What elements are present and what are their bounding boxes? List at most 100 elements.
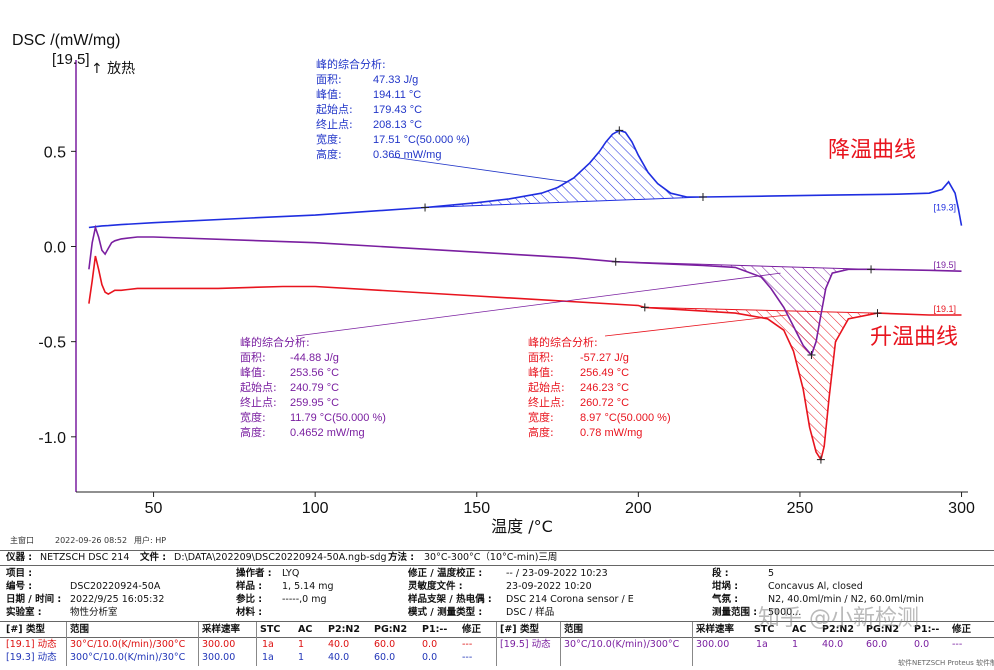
y-tick-label: -1.0	[38, 430, 66, 447]
exo-text: ↑ 放热	[91, 61, 135, 77]
y-tick-label: 0.0	[44, 240, 66, 257]
date-value: 2022/9/25 16:05:32	[70, 594, 165, 605]
peak-box-value: 240.79 °C	[290, 382, 339, 394]
leader-line	[604, 314, 788, 337]
seg-h-type-r: [#] 类型	[500, 624, 539, 635]
seg-cell: ---	[462, 652, 473, 663]
peak-box-key: 起始点:	[316, 102, 353, 116]
mode-value: DSC / 样品	[506, 607, 555, 618]
watermark: 知乎 @小新检测	[758, 606, 919, 631]
seg-h-pg-r: PG:N2	[866, 624, 900, 635]
seg-h-stc-r: STC	[754, 624, 775, 635]
seg-h-type: [#] 类型	[6, 624, 45, 635]
id-label: 编号 :	[6, 581, 33, 592]
leader-line	[295, 272, 781, 337]
x-tick-label: 50	[145, 500, 163, 517]
peak-box: 峰的综合分析: 面积: 47.33 J/g 峰值: 194.11 °C 起始点: 179.4…	[316, 57, 470, 161]
point-marker	[611, 257, 620, 266]
seg-cell: 0.0	[914, 639, 930, 650]
info-row-4: 实验室 : 物性分析室 材料 : 模式 / 测量类型 : DSC / 样品 测量…	[0, 606, 994, 620]
seg-h-range-r: 范围	[564, 624, 584, 635]
seg-h-corr-r: 修正	[952, 624, 972, 635]
seg-cell: 300.00	[696, 639, 730, 650]
seg-cell: [19.3] 动态	[6, 652, 57, 663]
mode-label: 模式 / 测量类型 :	[408, 607, 483, 618]
seg-cell: 0.0	[422, 652, 438, 663]
y-axis-label: DSC /(mW/mg)	[12, 32, 120, 49]
peak-box-key: 面积:	[316, 73, 342, 86]
seg-h-p2-r: P2:N2	[822, 624, 854, 635]
seg-cell: 300.00	[202, 652, 236, 663]
peak-box-value: 11.79 °C(50.000 %)	[290, 412, 386, 424]
seg-cell: 0.0	[422, 639, 438, 650]
peak-box-value: -57.27 J/g	[580, 352, 629, 364]
seg-h-ac-r: AC	[792, 624, 807, 635]
peak-box-value: 0.366 mW/mg	[373, 149, 441, 161]
peak-box-value: 259.95 °C	[290, 397, 339, 409]
segment-value: 5	[768, 568, 775, 579]
sample-label: 样品 :	[236, 581, 263, 592]
peak-box-value: 194.11 °C	[373, 89, 421, 101]
seg-h-pg: PG:N2	[374, 624, 408, 635]
seg-h-p2: P2:N2	[328, 624, 360, 635]
sample-value: 1, 5.14 mg	[282, 581, 334, 592]
footer-user: 用户: HP	[134, 535, 166, 545]
segment-label: 段 :	[712, 568, 729, 579]
seg-cell: 1a	[262, 639, 274, 650]
axes	[75, 60, 968, 493]
peak-box-key: 终止点:	[528, 395, 565, 409]
peak-box-value: 8.97 °C(50.000 %)	[580, 412, 671, 424]
x-tick-label: 250	[787, 500, 814, 517]
point-marker	[816, 455, 825, 464]
seg-cell: 1	[298, 652, 305, 663]
seg-h-range: 范围	[70, 624, 90, 635]
file-value: D:\DATA\202209\DSC20220924-50A.ngb-sdg	[174, 552, 387, 563]
peak-box-key: 宽度:	[240, 410, 266, 424]
peak-box-title: 峰的综合分析:	[528, 335, 598, 349]
point-marker	[615, 126, 624, 135]
peak-box-key: 高度:	[528, 425, 554, 439]
seg-cell: 60.0	[374, 639, 396, 650]
seg-cell: [19.1] 动态	[6, 639, 57, 650]
peak-boxes: 峰的综合分析: 面积: 47.33 J/g 峰值: 194.11 °C 起始点: 179.4…	[240, 57, 671, 439]
y-ticks: 0.5 0.0 -0.5 -1.0	[38, 144, 76, 447]
peak-box-key: 宽度:	[528, 410, 554, 424]
info-row-instrument: 仪器 : NETZSCH DSC 214 文件 : D:\DATA\202209…	[0, 551, 994, 565]
peak-box-value: 253.56 °C	[290, 367, 339, 379]
peak-box-key: 高度:	[240, 425, 266, 439]
id-value: DSC20220924-50A	[70, 581, 161, 592]
sensitivity-label: 灵敏度文件 :	[408, 581, 463, 592]
x-ticks: 50 100 150 200 250 300	[145, 492, 975, 517]
peak-box-title: 峰的综合分析:	[240, 335, 310, 349]
measurement-info-panel: 仪器 : NETZSCH DSC 214 文件 : D:\DATA\202209…	[0, 550, 994, 668]
peak-hatch-area	[425, 130, 703, 208]
atmosphere-label: 气氛 :	[712, 594, 739, 605]
bottom-note: 软件NETZSCH Proteus 软件制作	[898, 659, 994, 667]
instrument-value: NETZSCH DSC 214	[40, 552, 130, 563]
file-label: 文件 :	[140, 552, 167, 563]
seg-cell: 30°C/10.0(K/min)/300°C	[70, 639, 186, 650]
range-label: 测量范围 :	[712, 607, 758, 618]
peak-box-value: 0.78 mW/mg	[580, 427, 642, 439]
seg-cell: 60.0	[374, 652, 396, 663]
lab-value: 物性分析室	[70, 607, 118, 618]
seg-cell: 1	[792, 639, 799, 650]
footer-datetime: 2022-09-26 08:52	[55, 536, 127, 545]
correction-value: -- / 23-09-2022 10:23	[506, 568, 608, 579]
seg-cell: 300°C/10.0(K/min)/30°C	[70, 652, 186, 663]
segment-header-row: [#] 类型 范围 采样速率 STC AC P2:N2 PG:N2 P1:-- …	[0, 623, 994, 637]
seg-h-corr: 修正	[462, 624, 482, 635]
project-label: 项目 :	[6, 568, 33, 579]
seg-h-stc: STC	[260, 624, 281, 635]
cooling-curve-label: 降温曲线	[828, 138, 916, 163]
seg-cell: ---	[462, 639, 473, 650]
y-tick-label: -0.5	[38, 335, 66, 352]
seg-cell: [19.5] 动态	[500, 639, 551, 650]
point-marker	[873, 309, 882, 318]
series-lines	[88, 129, 963, 462]
x-axis-label: 温度 /°C	[491, 517, 553, 536]
peak-box-key: 终止点:	[240, 395, 277, 409]
x-tick-label: 200	[625, 500, 652, 517]
exo-label: [19.5]	[52, 51, 90, 68]
segment-row-19-3: [19.3] 动态 300°C/10.0(K/min)/30°C 300.00 …	[0, 651, 994, 665]
